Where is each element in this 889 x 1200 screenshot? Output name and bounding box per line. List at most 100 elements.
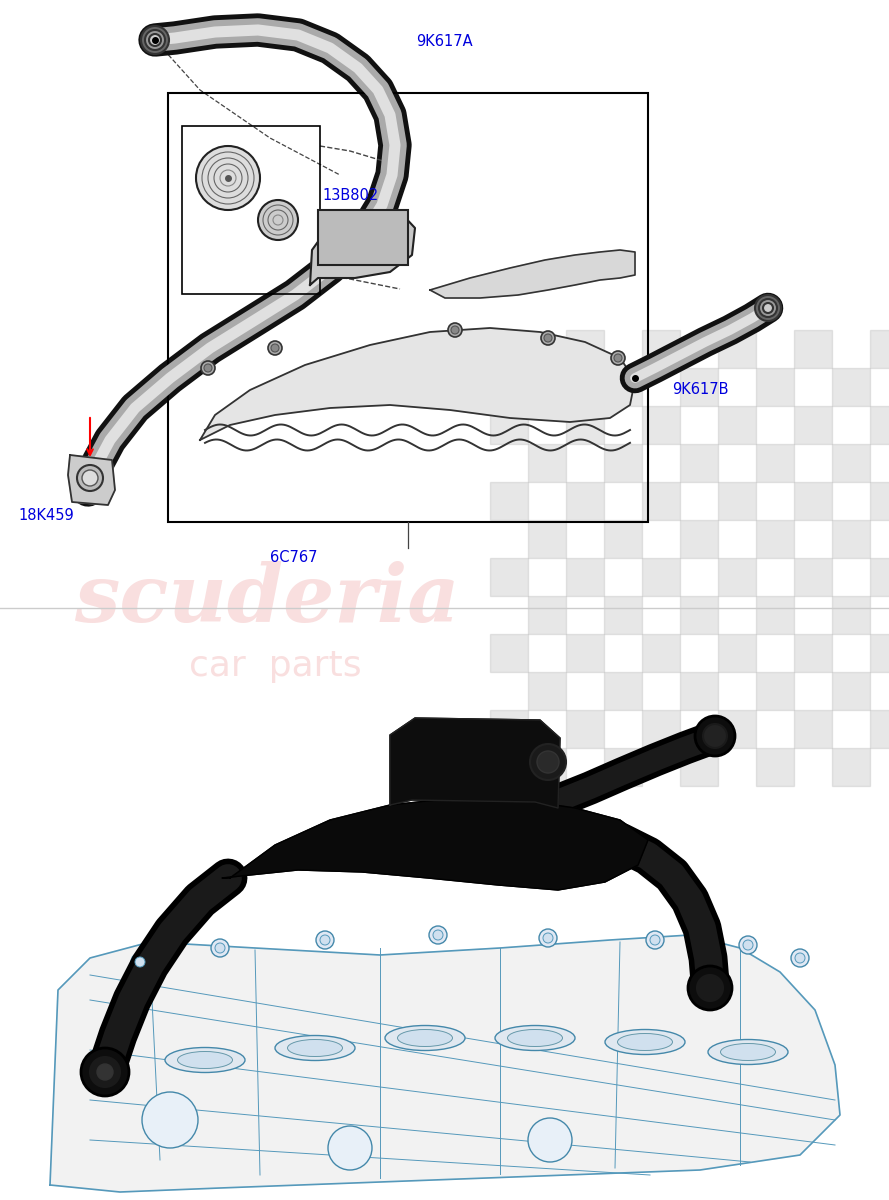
Ellipse shape	[397, 1030, 453, 1046]
Bar	[870, 634, 889, 672]
Bar	[604, 444, 642, 482]
Circle shape	[739, 936, 757, 954]
Polygon shape	[222, 798, 648, 890]
Bar	[680, 596, 718, 634]
Bar	[490, 482, 528, 520]
Circle shape	[316, 931, 334, 949]
Text: 9K617B: 9K617B	[672, 383, 728, 397]
Circle shape	[97, 1064, 113, 1080]
Bar	[642, 710, 680, 748]
Circle shape	[141, 26, 169, 54]
Circle shape	[90, 1057, 120, 1087]
Circle shape	[451, 326, 459, 334]
Text: 18K459: 18K459	[18, 508, 74, 522]
Bar	[718, 710, 756, 748]
Circle shape	[149, 34, 161, 46]
Circle shape	[759, 299, 777, 317]
Ellipse shape	[385, 1026, 465, 1050]
Bar	[528, 596, 566, 634]
Circle shape	[530, 744, 566, 780]
Bar	[718, 406, 756, 444]
Ellipse shape	[178, 1051, 233, 1068]
Circle shape	[320, 935, 330, 946]
Bar	[870, 330, 889, 368]
Circle shape	[328, 1126, 372, 1170]
Bar	[832, 368, 870, 406]
Text: 13B802: 13B802	[322, 187, 378, 203]
Circle shape	[142, 1092, 198, 1148]
Bar	[794, 330, 832, 368]
Bar	[718, 558, 756, 596]
Bar	[870, 710, 889, 748]
Bar	[642, 406, 680, 444]
Circle shape	[539, 929, 557, 947]
Bar	[182, 126, 320, 294]
Polygon shape	[50, 935, 840, 1192]
Circle shape	[755, 295, 781, 320]
Circle shape	[763, 302, 773, 313]
Bar	[718, 634, 756, 672]
Circle shape	[688, 966, 732, 1010]
Ellipse shape	[495, 1026, 575, 1050]
Bar	[642, 482, 680, 520]
Polygon shape	[200, 328, 635, 440]
Bar	[794, 710, 832, 748]
Bar	[490, 634, 528, 672]
Bar	[566, 710, 604, 748]
Circle shape	[145, 30, 165, 50]
Bar	[566, 406, 604, 444]
Bar	[318, 210, 408, 265]
Bar	[642, 558, 680, 596]
Bar	[604, 672, 642, 710]
Bar	[756, 444, 794, 482]
Bar	[870, 558, 889, 596]
Bar	[528, 748, 566, 786]
Circle shape	[258, 200, 298, 240]
Circle shape	[77, 464, 103, 491]
Circle shape	[697, 974, 723, 1001]
Bar	[604, 520, 642, 558]
Bar	[756, 520, 794, 558]
Circle shape	[541, 331, 555, 346]
Bar	[832, 444, 870, 482]
Bar	[756, 368, 794, 406]
Bar	[832, 672, 870, 710]
Bar	[490, 406, 528, 444]
Circle shape	[537, 751, 559, 773]
Bar	[756, 748, 794, 786]
Circle shape	[204, 364, 212, 372]
Text: scuderia: scuderia	[74, 562, 460, 638]
Circle shape	[743, 940, 753, 950]
Bar	[566, 482, 604, 520]
Bar	[528, 672, 566, 710]
Circle shape	[528, 1118, 572, 1162]
Bar	[680, 368, 718, 406]
Polygon shape	[430, 250, 635, 298]
Polygon shape	[310, 210, 415, 284]
Bar	[680, 444, 718, 482]
Bar	[528, 520, 566, 558]
Text: 6C767: 6C767	[270, 551, 317, 565]
Bar	[566, 634, 604, 672]
Ellipse shape	[287, 1039, 342, 1056]
Circle shape	[196, 146, 260, 210]
Circle shape	[448, 323, 462, 337]
Text: car  parts: car parts	[189, 649, 362, 683]
Circle shape	[543, 934, 553, 943]
Bar	[832, 748, 870, 786]
Circle shape	[211, 938, 229, 958]
Bar	[604, 596, 642, 634]
Circle shape	[201, 361, 215, 374]
Bar	[756, 596, 794, 634]
Circle shape	[544, 334, 552, 342]
Circle shape	[82, 470, 98, 486]
Bar	[566, 558, 604, 596]
Bar	[794, 558, 832, 596]
Bar	[490, 710, 528, 748]
Circle shape	[271, 344, 279, 352]
Ellipse shape	[165, 1048, 245, 1073]
Circle shape	[433, 930, 443, 940]
Bar	[680, 672, 718, 710]
Bar	[566, 330, 604, 368]
Circle shape	[614, 354, 622, 362]
